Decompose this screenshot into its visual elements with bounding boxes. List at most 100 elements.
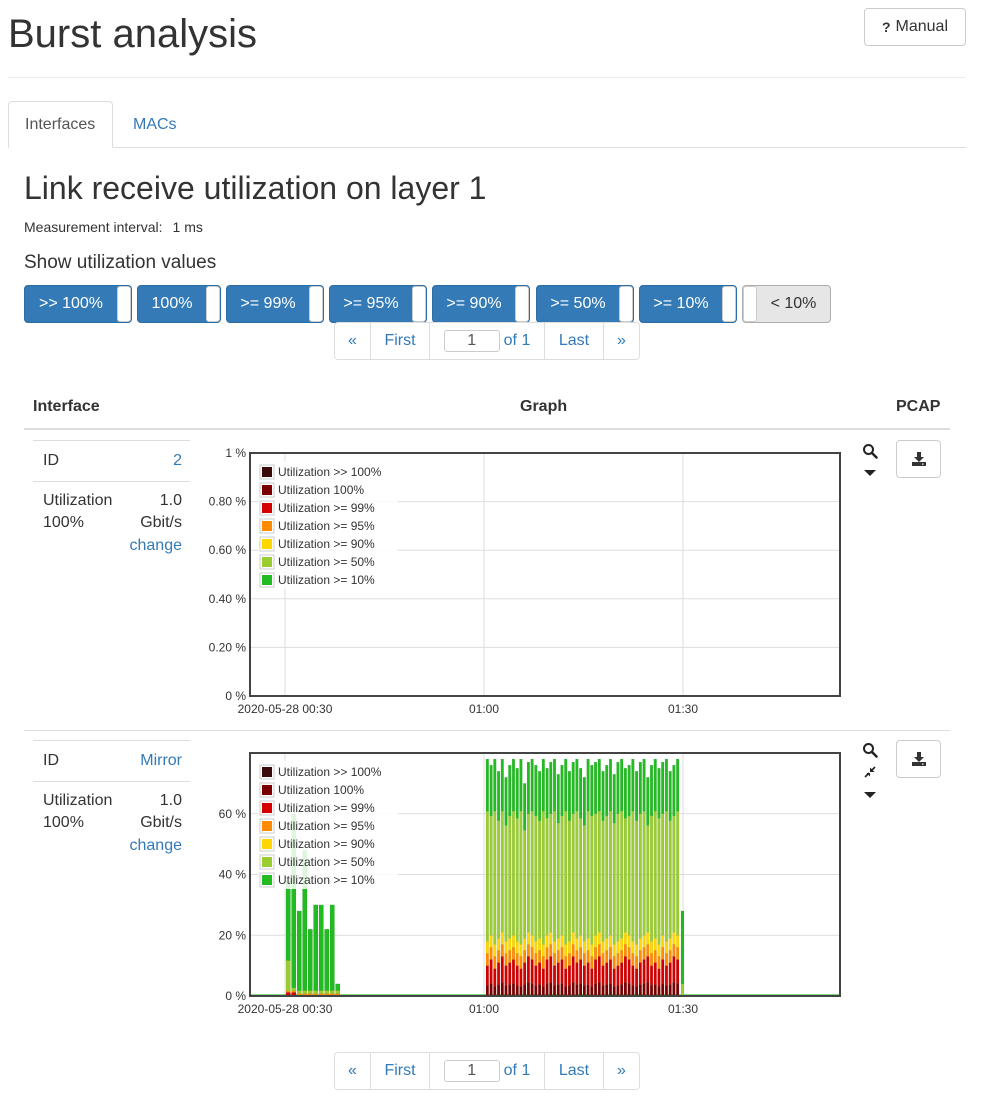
bar-segment <box>564 810 568 945</box>
bar-segment <box>620 984 624 997</box>
change-link[interactable]: change <box>129 537 183 554</box>
bar-segment <box>485 953 489 966</box>
id-value-link[interactable]: Mirror <box>140 752 182 769</box>
legend-entry: Utilization >= 99% <box>278 501 375 515</box>
bar-segment <box>534 815 538 942</box>
bar-segment <box>324 990 330 994</box>
bar-segment <box>653 984 657 997</box>
tab-interfaces[interactable]: Interfaces <box>8 101 113 148</box>
utilization-toggle[interactable]: >= 90% <box>432 285 530 323</box>
bar-segment <box>485 985 489 997</box>
bar-segment <box>296 990 302 994</box>
bar-segment <box>545 935 549 948</box>
utilization-toggle[interactable]: >= 50% <box>536 285 634 323</box>
bar-segment <box>526 761 530 814</box>
bar-segment <box>664 758 669 812</box>
bar-segment <box>515 965 519 986</box>
bar-segment <box>642 983 646 997</box>
utilization-toggle[interactable]: < 10% <box>742 285 831 323</box>
bar-segment <box>519 758 523 812</box>
page-input[interactable] <box>443 1060 500 1082</box>
bar-segment <box>335 990 341 994</box>
bar-segment <box>597 758 601 812</box>
pager-prev[interactable]: « <box>335 1053 371 1089</box>
bar-segment <box>680 983 685 997</box>
bar-segment <box>582 941 586 954</box>
y-tick-label: 1 % <box>225 446 246 460</box>
bar-segment <box>541 810 545 945</box>
pcap-download-button[interactable] <box>896 740 941 778</box>
bar-segment <box>676 983 680 997</box>
bar-segment <box>519 810 523 945</box>
utilization-chart-row1[interactable]: 2020-05-28 00:30 01:00 01:30 1 % 0.80 % 0.60 … <box>195 440 855 725</box>
bar-segment <box>586 962 590 985</box>
bar-segment <box>560 935 564 948</box>
bar-segment <box>571 761 575 814</box>
bar-segment <box>496 820 501 939</box>
pager-first[interactable]: First <box>371 323 430 359</box>
show-utilization-label: Show utilization values <box>24 252 217 273</box>
pager-last[interactable]: Last <box>545 1053 604 1089</box>
utilization-toggle[interactable]: >= 99% <box>226 285 324 323</box>
utilization-toggle[interactable]: >= 10% <box>639 285 737 323</box>
toggle-handle <box>743 286 757 322</box>
tab-macs[interactable]: MACs <box>133 115 177 133</box>
help-icon: ? <box>881 19 891 35</box>
bar-segment <box>612 944 616 957</box>
caret-down-icon[interactable] <box>863 468 877 478</box>
bar-segment <box>519 986 523 997</box>
toggle-label: >= 99% <box>240 295 296 312</box>
toggle-handle <box>117 286 131 322</box>
caret-down-icon[interactable] <box>863 790 877 800</box>
bar-segment <box>571 944 575 957</box>
bar-segment <box>307 990 313 994</box>
bar-segment <box>500 932 504 945</box>
pager-next[interactable]: » <box>617 1062 626 1079</box>
bar-segment <box>556 774 560 824</box>
bar-segment <box>631 810 635 942</box>
search-icon[interactable] <box>862 443 878 459</box>
search-icon[interactable] <box>862 742 878 758</box>
pcap-download-button[interactable] <box>896 440 941 478</box>
bar-segment <box>668 962 672 985</box>
bar-segment <box>560 959 564 984</box>
bar-segment <box>564 758 568 812</box>
bar-segment <box>586 810 590 939</box>
bar-segment <box>668 820 672 939</box>
page-input[interactable] <box>443 330 500 352</box>
pager-first[interactable]: First <box>371 1053 430 1089</box>
compress-icon[interactable] <box>863 765 877 779</box>
change-link[interactable]: change <box>129 837 183 854</box>
bar-segment <box>638 962 642 985</box>
bar-segment <box>668 938 672 951</box>
bar-segment <box>500 810 504 933</box>
bar-segment <box>496 984 501 997</box>
utilization-toggle[interactable]: 100% <box>137 285 221 323</box>
bar-segment <box>556 962 560 985</box>
utilization-chart-row2[interactable]: 2020-05-28 00:30 01:00 01:30 0 % 20 % 40 % 60 … <box>195 740 855 1025</box>
bar-segment <box>511 947 516 960</box>
bar-segment <box>515 941 519 954</box>
utilization-toggle[interactable]: >= 95% <box>329 285 427 323</box>
id-value-link[interactable]: 2 <box>173 452 182 469</box>
bar-segment <box>313 904 319 991</box>
bar-segment <box>668 771 672 821</box>
table-header-divider <box>24 428 950 430</box>
pager-next[interactable]: » <box>617 332 626 349</box>
bar-segment <box>567 820 572 942</box>
bar-segment <box>664 810 669 942</box>
x-tick-label: 01:30 <box>668 702 698 716</box>
legend-entry: Utilization >= 95% <box>278 819 375 833</box>
pager-prev[interactable]: « <box>335 323 371 359</box>
bar-segment <box>538 950 542 963</box>
bar-segment <box>489 815 493 936</box>
bar-segment <box>318 993 324 996</box>
utilization-toggle[interactable]: >> 100% <box>24 285 132 323</box>
manual-button[interactable]: ? Manual <box>864 8 966 46</box>
bar-segment <box>538 962 542 985</box>
bar-segment <box>627 947 631 960</box>
bar-segment <box>485 810 489 942</box>
bar-segment <box>496 962 501 985</box>
measurement-interval: Measurement interval: 1 ms <box>24 219 203 235</box>
pager-last[interactable]: Last <box>545 323 604 359</box>
